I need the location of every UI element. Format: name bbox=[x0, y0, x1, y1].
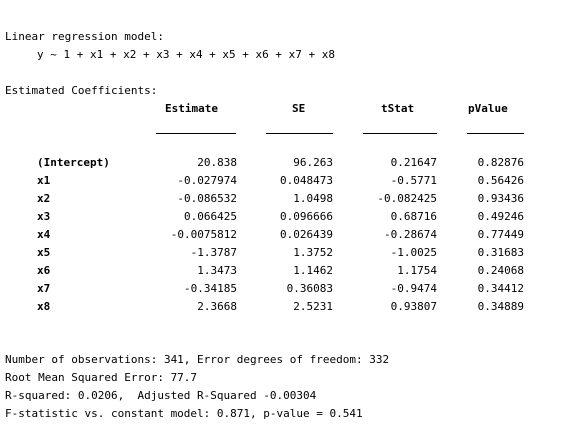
cell-pvalue: 0.77449 bbox=[477, 228, 524, 241]
r-squared-summary: R-squared: 0.0206, Adjusted R-Squared -0… bbox=[5, 389, 317, 402]
cell-tstat: -0.082425 bbox=[377, 192, 437, 205]
rmse-summary: Root Mean Squared Error: 77.7 bbox=[5, 371, 198, 384]
cell-estimate: 20.838 bbox=[197, 156, 237, 169]
cell-estimate: 2.3668 bbox=[197, 300, 237, 313]
f-statistic-summary: F-statistic vs. constant model: 0.871, p… bbox=[5, 407, 363, 420]
model-formula: y ~ 1 + x1 + x2 + x3 + x4 + x5 + x6 + x7… bbox=[37, 48, 336, 61]
cell-se: 1.0498 bbox=[293, 192, 333, 205]
col-header-estimate: Estimate bbox=[165, 102, 218, 115]
cell-tstat: 1.1754 bbox=[397, 264, 437, 277]
cell-tstat: -0.9474 bbox=[390, 282, 437, 295]
cell-tstat: -1.0025 bbox=[390, 246, 437, 259]
cell-pvalue: 0.34889 bbox=[477, 300, 524, 313]
cell-se: 96.263 bbox=[293, 156, 333, 169]
row-name: x3 bbox=[37, 210, 51, 223]
cell-estimate: -0.34185 bbox=[184, 282, 237, 295]
cell-estimate: -1.3787 bbox=[190, 246, 237, 259]
cell-tstat: 0.93807 bbox=[390, 300, 437, 313]
row-name: x1 bbox=[37, 174, 51, 187]
cell-pvalue: 0.93436 bbox=[477, 192, 524, 205]
cell-pvalue: 0.49246 bbox=[477, 210, 524, 223]
cell-tstat: -0.28674 bbox=[384, 228, 437, 241]
cell-tstat: 0.68716 bbox=[390, 210, 437, 223]
cell-se: 0.36083 bbox=[286, 282, 333, 295]
cell-estimate: 1.3473 bbox=[197, 264, 237, 277]
col-underline-estimate bbox=[156, 133, 236, 134]
col-header-pvalue: pValue bbox=[468, 102, 508, 115]
col-header-tstat: tStat bbox=[381, 102, 415, 115]
cell-pvalue: 0.82876 bbox=[477, 156, 524, 169]
row-name: x5 bbox=[37, 246, 51, 259]
row-name: x8 bbox=[37, 300, 51, 313]
cell-se: 0.096666 bbox=[280, 210, 333, 223]
cell-estimate: 0.066425 bbox=[184, 210, 237, 223]
cell-se: 0.026439 bbox=[280, 228, 333, 241]
row-name: x6 bbox=[37, 264, 51, 277]
cell-pvalue: 0.56426 bbox=[477, 174, 524, 187]
row-name: (Intercept) bbox=[37, 156, 110, 169]
model-title: Linear regression model: bbox=[5, 30, 164, 43]
cell-estimate: -0.086532 bbox=[177, 192, 237, 205]
observations-summary: Number of observations: 341, Error degre… bbox=[5, 353, 390, 366]
cell-se: 0.048473 bbox=[280, 174, 333, 187]
row-name: x2 bbox=[37, 192, 51, 205]
coefficients-title: Estimated Coefficients: bbox=[5, 84, 158, 97]
cell-estimate: -0.0075812 bbox=[170, 228, 237, 241]
cell-pvalue: 0.31683 bbox=[477, 246, 524, 259]
cell-se: 1.3752 bbox=[293, 246, 333, 259]
col-header-se: SE bbox=[292, 102, 306, 115]
row-name: x7 bbox=[37, 282, 51, 295]
row-name: x4 bbox=[37, 228, 51, 241]
cell-tstat: 0.21647 bbox=[390, 156, 437, 169]
col-underline-tstat bbox=[363, 133, 437, 134]
col-underline-pvalue bbox=[467, 133, 524, 134]
col-underline-se bbox=[266, 133, 333, 134]
cell-estimate: -0.027974 bbox=[177, 174, 237, 187]
cell-se: 1.1462 bbox=[293, 264, 333, 277]
cell-pvalue: 0.24068 bbox=[477, 264, 524, 277]
cell-se: 2.5231 bbox=[293, 300, 333, 313]
cell-pvalue: 0.34412 bbox=[477, 282, 524, 295]
cell-tstat: -0.5771 bbox=[390, 174, 437, 187]
